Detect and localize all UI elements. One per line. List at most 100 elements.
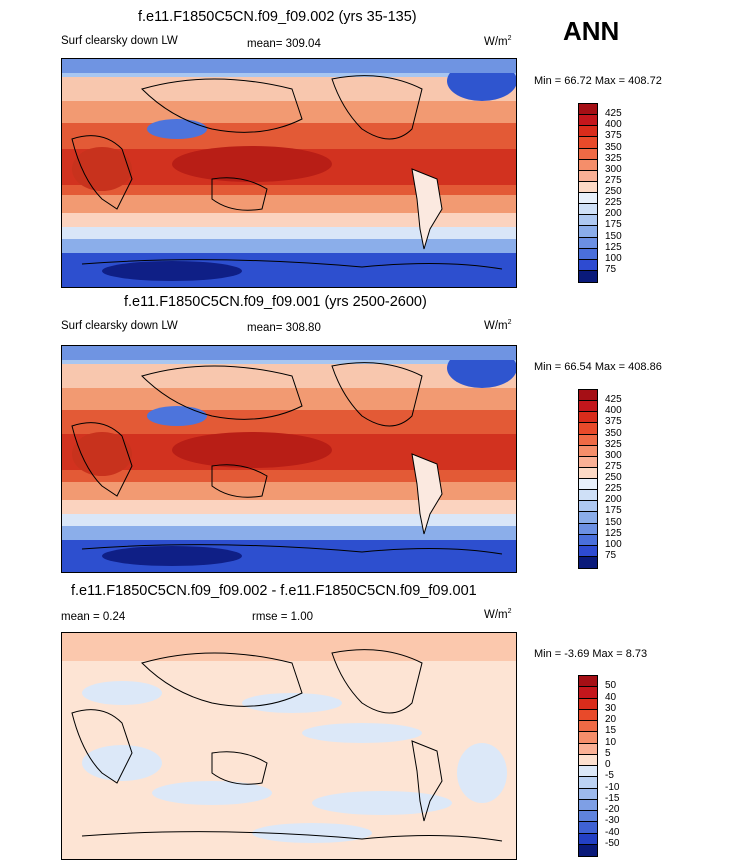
panel2-mean-label: mean= 308.80 (247, 322, 321, 334)
colorbar-tick-label: -15 (605, 792, 620, 804)
colorbar-box (579, 193, 597, 205)
panel1-minmax: Min = 66.72 Max = 408.72 (534, 75, 662, 87)
colorbar-tick-label: 375 (605, 130, 622, 142)
colorbar-tick-label: 175 (605, 505, 622, 517)
colorbar-box (579, 401, 597, 413)
panel3-map (61, 632, 517, 860)
colorbar-tick-label: 400 (605, 119, 622, 131)
colorbar-tick-label: 225 (605, 197, 622, 209)
colorbar-box (579, 445, 597, 457)
colorbar-tick-label: 100 (605, 252, 622, 264)
colorbar-box (579, 687, 597, 699)
colorbar-tick-label: 75 (605, 263, 617, 275)
colorbar-box (579, 743, 597, 755)
colorbar-box (579, 844, 597, 856)
colorbar-tick-label: 250 (605, 186, 622, 197)
colorbar-tick-label: 225 (605, 483, 622, 495)
colorbar-tick-label: -40 (605, 826, 620, 838)
colorbar-tick-label: 175 (605, 219, 622, 231)
panel1-map (61, 58, 517, 288)
colorbar-box (579, 204, 597, 216)
colorbar-tick-label: 300 (605, 449, 622, 461)
colorbar-box (579, 822, 597, 834)
colorbar-box (579, 137, 597, 149)
colorbar-box (579, 126, 597, 138)
panel3-title: f.e11.F1850C5CN.f09_f09.002 - f.e11.F185… (71, 583, 477, 599)
colorbar-box (579, 226, 597, 238)
colorbar-box (579, 534, 597, 546)
colorbar-tick-label: 50 (605, 680, 617, 692)
colorbar-tick-label: 250 (605, 472, 622, 483)
colorbar-box (579, 811, 597, 823)
colorbar-box (579, 721, 597, 733)
colorbar-tick-label: 30 (605, 702, 617, 714)
colorbar-tick-label: -20 (605, 804, 620, 815)
colorbar-tick-label: 150 (605, 516, 622, 528)
colorbar-box (579, 709, 597, 721)
colorbar-tick-label: 425 (605, 394, 622, 406)
colorbar-tick-label: 200 (605, 208, 622, 220)
colorbar-box (579, 270, 597, 282)
colorbar-box (579, 545, 597, 557)
colorbar-box (579, 215, 597, 227)
colorbar-tick-label: 15 (605, 725, 617, 737)
colorbar-box (579, 148, 597, 160)
panel1-title: f.e11.F1850C5CN.f09_f09.002 (yrs 35-135) (138, 9, 417, 25)
colorbar-box (579, 799, 597, 811)
panel1-variable-label: Surf clearsky down LW (61, 35, 178, 47)
colorbar-tick-label: 125 (605, 241, 622, 253)
panel3-colorbar (578, 675, 598, 857)
panel3-units: W/m2 (484, 608, 512, 621)
colorbar-tick-label: 350 (605, 141, 622, 153)
colorbar-box (579, 115, 597, 127)
colorbar-box (579, 777, 597, 789)
colorbar-box (579, 788, 597, 800)
panel1-mean-label: mean= 309.04 (247, 38, 321, 50)
colorbar-tick-label: -50 (605, 837, 620, 849)
colorbar-tick-label: 5 (605, 747, 611, 759)
colorbar-tick-label: -10 (605, 781, 620, 793)
colorbar-tick-label: 20 (605, 714, 617, 725)
colorbar-box (579, 390, 597, 402)
colorbar-tick-label: 300 (605, 163, 622, 175)
panel1-field (62, 59, 516, 287)
colorbar-tick-label: 75 (605, 549, 617, 561)
colorbar-box (579, 754, 597, 766)
colorbar-box (579, 833, 597, 845)
colorbar-box (579, 434, 597, 446)
colorbar-tick-label: 425 (605, 108, 622, 120)
colorbar-box (579, 490, 597, 502)
colorbar-tick-label: -5 (605, 770, 614, 782)
colorbar-box (579, 512, 597, 524)
panel1-colorbar (578, 103, 598, 283)
colorbar-tick-label: 325 (605, 152, 622, 164)
colorbar-box (579, 423, 597, 435)
colorbar-box (579, 159, 597, 171)
colorbar-tick-label: 350 (605, 427, 622, 439)
colorbar-box (579, 556, 597, 568)
panel3-mean-label: mean = 0.24 (61, 611, 126, 623)
colorbar-tick-label: 100 (605, 538, 622, 550)
colorbar-tick-label: 325 (605, 438, 622, 450)
colorbar-tick-label: 40 (605, 691, 617, 703)
colorbar-box (579, 501, 597, 513)
colorbar-box (579, 412, 597, 424)
colorbar-tick-label: -30 (605, 815, 620, 827)
colorbar-tick-label: 375 (605, 416, 622, 428)
panel2-title: f.e11.F1850C5CN.f09_f09.001 (yrs 2500-26… (124, 294, 427, 310)
colorbar-box (579, 766, 597, 778)
colorbar-tick-label: 200 (605, 494, 622, 506)
colorbar-box (579, 181, 597, 193)
panel2-map (61, 345, 517, 573)
colorbar-box (579, 248, 597, 260)
colorbar-box (579, 456, 597, 468)
colorbar-box (579, 467, 597, 479)
colorbar-box (579, 170, 597, 182)
panel3-minmax: Min = -3.69 Max = 8.73 (534, 648, 648, 660)
colorbar-tick-label: 10 (605, 736, 617, 748)
colorbar-box (579, 104, 597, 116)
colorbar-box (579, 479, 597, 491)
colorbar-tick-label: 400 (605, 405, 622, 417)
colorbar-box (579, 698, 597, 710)
panel2-minmax: Min = 66.54 Max = 408.86 (534, 361, 662, 373)
